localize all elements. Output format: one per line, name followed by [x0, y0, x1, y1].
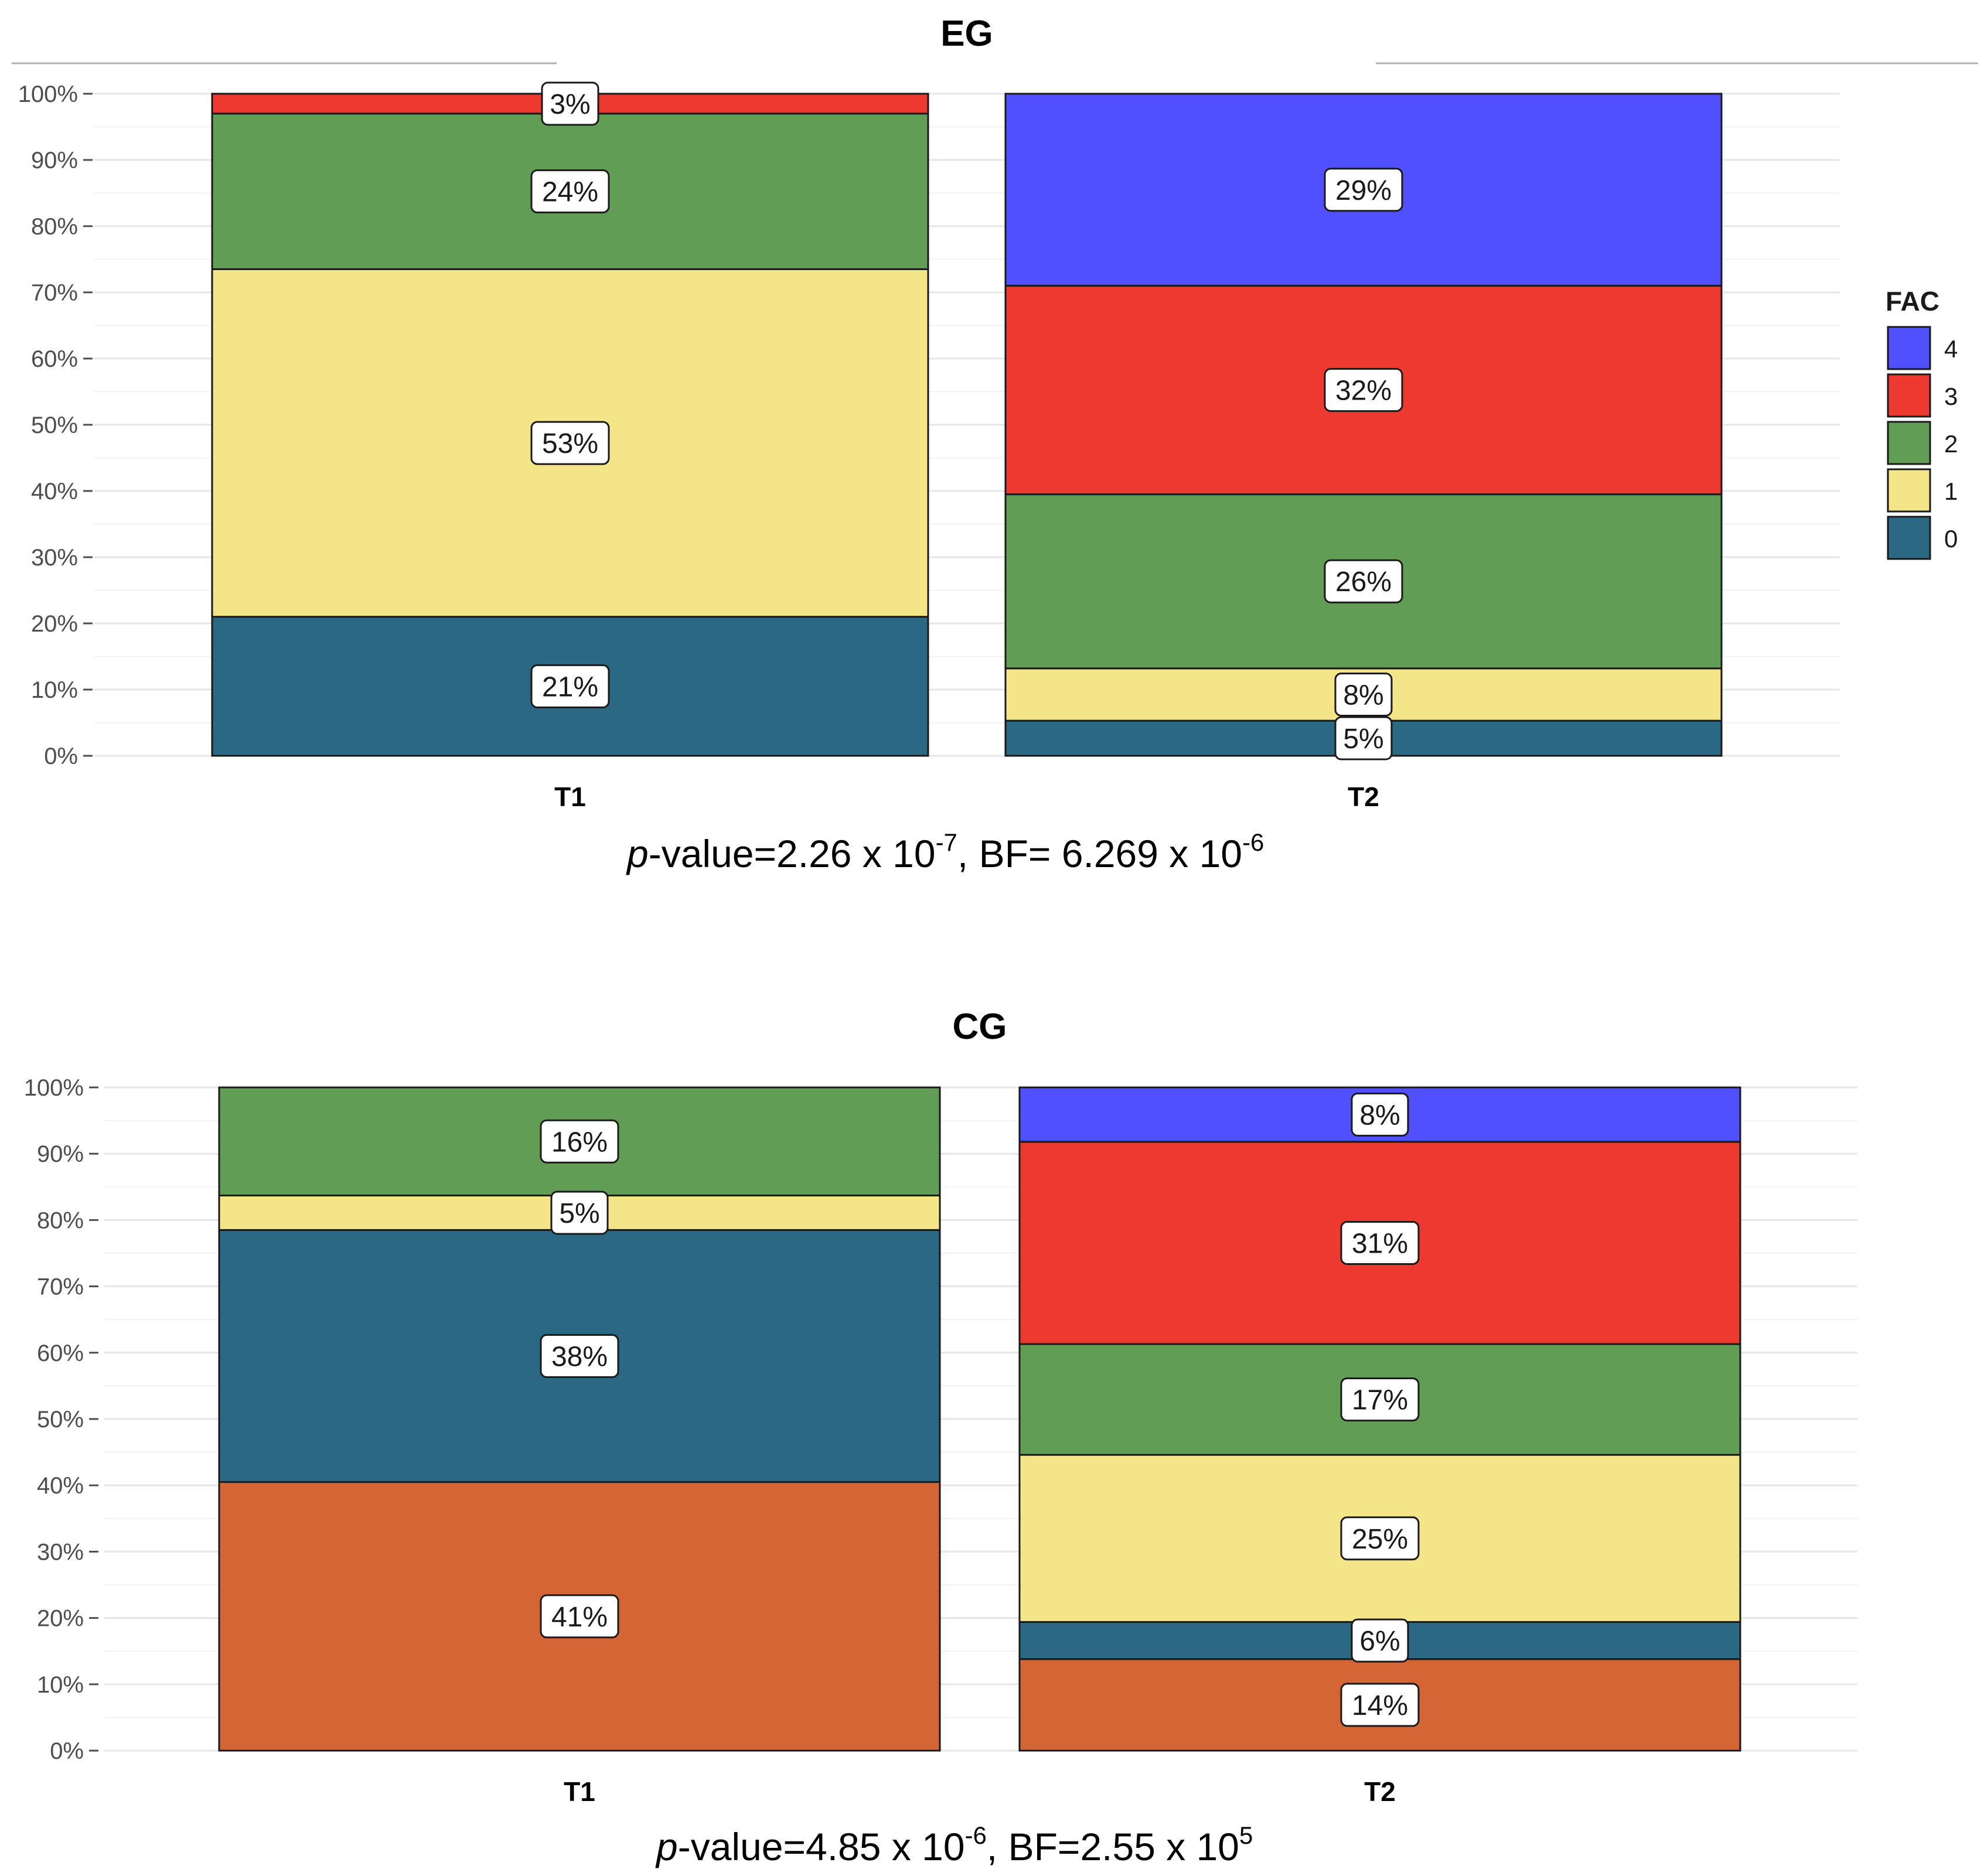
data-label: 5% [559, 1198, 599, 1229]
data-label-box [1340, 1220, 1420, 1265]
data-label: 31% [1352, 1228, 1408, 1259]
y-tick-label: 10% [31, 677, 78, 703]
x-category-label: T1 [554, 782, 586, 812]
y-tick-label: 80% [31, 214, 78, 240]
x-category-label: T2 [1364, 1776, 1396, 1807]
y-tick-label: 100% [24, 1075, 84, 1101]
data-label-box [550, 1191, 609, 1235]
caption: p-value=4.85 x 10-6, BF=2.55 x 105 [655, 1822, 1253, 1868]
chart-panel-cg: CG 0% 10% 20% 30% 40% 50% 60% 70% 80% 90% 100% 41% 38… [24, 1007, 1857, 1868]
y-tick-label: 0% [50, 1738, 84, 1764]
y-tick-label: 40% [37, 1473, 84, 1499]
y-tick-label: 80% [37, 1208, 84, 1233]
data-label-box [530, 421, 610, 465]
y-tick-label: 90% [37, 1141, 84, 1167]
legend-label: 4 [1944, 335, 1958, 363]
legend-swatch [1887, 326, 1931, 370]
data-label-box [1340, 1683, 1420, 1727]
chart-title: EG [940, 13, 993, 54]
data-label: 5% [1343, 724, 1383, 755]
data-label: 8% [1343, 680, 1383, 711]
legend-swatch [1887, 421, 1931, 465]
bar-segment [211, 112, 929, 270]
legend-label: 2 [1944, 430, 1958, 458]
data-label: 8% [1359, 1100, 1400, 1131]
data-label: 32% [1335, 376, 1392, 407]
data-label-box [1324, 168, 1403, 212]
x-category-label: T1 [564, 1776, 595, 1807]
chart-panel-eg: EG 0% 10% 20% 30% 40% 50% 60% 70% 80% 90% 100% 21% 53… [12, 13, 1978, 875]
y-tick-label: 30% [37, 1539, 84, 1565]
data-label-box [1334, 672, 1393, 717]
caption-text: -value=2.26 x 10 [649, 832, 936, 875]
caption-p: p [655, 1825, 678, 1868]
caption-superscript: -6 [1242, 828, 1264, 856]
data-label: 24% [542, 177, 598, 208]
data-label: 53% [542, 428, 598, 459]
y-tick-label: 60% [37, 1341, 84, 1366]
data-label-box [540, 1119, 619, 1164]
data-label-box [541, 81, 599, 126]
y-tick-label: 0% [44, 743, 78, 769]
y-tick-label: 60% [31, 346, 78, 372]
caption-text: , BF=2.55 x 10 [987, 1825, 1239, 1868]
data-label-box [530, 169, 610, 214]
caption-text: -value=4.85 x 10 [678, 1825, 965, 1868]
caption-superscript: -6 [965, 1822, 987, 1849]
data-label-box [1340, 1377, 1420, 1422]
legend-label: 0 [1944, 525, 1958, 552]
y-tick-label: 70% [37, 1274, 84, 1300]
caption-superscript: -7 [936, 828, 957, 856]
y-tick-label: 70% [31, 280, 78, 306]
y-tick-label: 20% [37, 1606, 84, 1632]
data-label: 3% [550, 89, 590, 120]
chart-title: CG [953, 1007, 1007, 1047]
data-label: 26% [1335, 567, 1392, 598]
data-label-box [1351, 1618, 1409, 1663]
legend-swatch [1887, 516, 1931, 560]
legend-title: FAC [1886, 286, 1939, 316]
data-label: 25% [1352, 1524, 1408, 1555]
data-label-box [1324, 559, 1403, 603]
data-label-box [1334, 716, 1393, 760]
data-label-box [530, 664, 610, 708]
y-tick-label: 20% [31, 611, 78, 637]
data-label-box [540, 1333, 619, 1378]
y-tick-label: 30% [31, 545, 78, 571]
legend-label: 3 [1944, 383, 1958, 410]
y-tick-label: 90% [31, 148, 78, 173]
caption-text: , BF= 6.269 x 10 [957, 832, 1242, 875]
data-label-box [1351, 1092, 1409, 1137]
x-category-label: T2 [1348, 782, 1379, 812]
data-label: 38% [551, 1341, 608, 1372]
caption-p: p [626, 832, 649, 875]
legend-swatch [1887, 468, 1931, 513]
data-label: 17% [1352, 1385, 1408, 1416]
data-label-box [540, 1594, 619, 1639]
data-label: 6% [1359, 1626, 1400, 1657]
y-tick-label: 100% [18, 81, 78, 107]
y-tick-label: 10% [37, 1672, 84, 1698]
legend-swatch [1887, 373, 1931, 418]
caption-superscript: 5 [1239, 1822, 1253, 1849]
legend-label: 1 [1944, 477, 1958, 505]
data-label: 14% [1352, 1690, 1408, 1721]
data-label-box [1340, 1516, 1420, 1561]
y-tick-label: 50% [31, 412, 78, 438]
y-tick-label: 50% [37, 1407, 84, 1432]
caption: p-value=2.26 x 10-7, BF= 6.269 x 10-6 [626, 828, 1264, 875]
data-label-box [1324, 368, 1403, 412]
data-label: 41% [551, 1602, 608, 1633]
y-tick-label: 40% [31, 479, 78, 504]
data-label: 16% [551, 1127, 608, 1158]
data-label: 29% [1335, 175, 1392, 206]
data-label: 21% [542, 671, 598, 702]
